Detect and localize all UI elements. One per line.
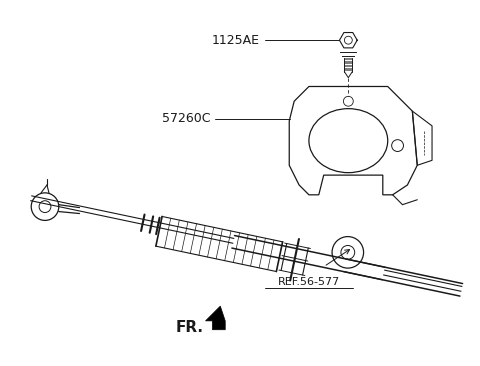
- Text: FR.: FR.: [176, 320, 204, 335]
- Polygon shape: [205, 306, 225, 330]
- Text: 1125AE: 1125AE: [212, 34, 260, 47]
- Text: REF.56-577: REF.56-577: [278, 277, 340, 287]
- Text: 57260C: 57260C: [162, 112, 210, 126]
